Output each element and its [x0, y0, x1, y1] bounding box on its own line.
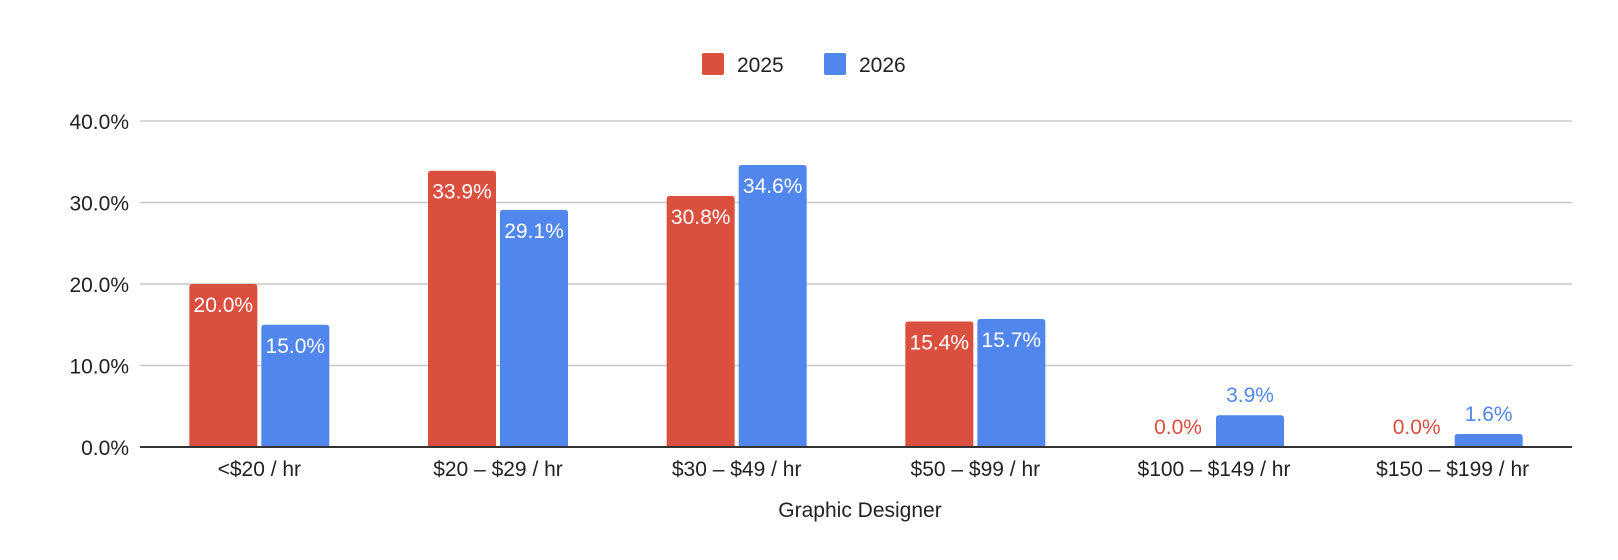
data-labels: 20.0% 15.0% 33.9% 29.1% 30.8% 34.6% 15.4% 15.7%…	[194, 175, 1513, 439]
x-tick-label: $20 – $29 / hr	[433, 458, 563, 481]
data-label-2025: 20.0%	[194, 294, 254, 317]
bar-2025	[189, 284, 258, 447]
data-label-2026: 15.0%	[266, 335, 326, 358]
x-tick-label: $150 – $199 / hr	[1376, 458, 1529, 481]
legend-swatch-2026	[824, 53, 846, 75]
data-label-2026: 15.7%	[982, 329, 1042, 352]
bar-2026	[1216, 415, 1284, 447]
data-label-2025: 0.0%	[1393, 416, 1441, 439]
data-label-2026: 34.6%	[743, 175, 803, 198]
data-label-2026: 29.1%	[504, 220, 564, 243]
y-tick-label: 20.0%	[69, 274, 129, 297]
data-label-2026: 3.9%	[1226, 384, 1274, 407]
bar-2026	[977, 319, 1046, 447]
bar-2025	[428, 170, 496, 447]
data-label-2025: 15.4%	[910, 331, 970, 354]
bar-2026	[500, 209, 568, 447]
y-tick-label: 30.0%	[69, 193, 129, 216]
data-label-2025: 30.8%	[671, 206, 731, 229]
data-label-2025: 33.9%	[432, 181, 492, 204]
x-tick-label: $30 – $49 / hr	[672, 458, 802, 481]
legend-swatch-2025	[702, 53, 724, 75]
bar-2025	[905, 321, 974, 447]
x-tick-label: $50 – $99 / hr	[911, 458, 1041, 481]
data-label-2026: 1.6%	[1465, 403, 1513, 426]
bar-2026	[261, 324, 330, 447]
x-axis-title: Graphic Designer	[778, 499, 941, 522]
bar-2026	[738, 165, 807, 447]
legend: 2025 2026	[702, 53, 906, 77]
legend-label-2026: 2026	[859, 54, 906, 77]
data-label-2025: 0.0%	[1154, 416, 1202, 439]
bar-2026	[1454, 433, 1523, 447]
bar-2025	[666, 195, 735, 447]
gridlines	[140, 120, 1572, 367]
x-tick-label: $100 – $149 / hr	[1138, 458, 1291, 481]
y-tick-label: 10.0%	[69, 356, 129, 379]
bars	[189, 165, 1523, 447]
legend-label-2025: 2025	[737, 54, 784, 77]
y-tick-label: 0.0%	[81, 437, 129, 460]
axes: 0.0% 10.0% 20.0% 30.0% 40.0% <$20 / hr $20 – $…	[69, 111, 1572, 481]
y-tick-label: 40.0%	[69, 111, 129, 134]
x-tick-label: <$20 / hr	[218, 458, 301, 481]
